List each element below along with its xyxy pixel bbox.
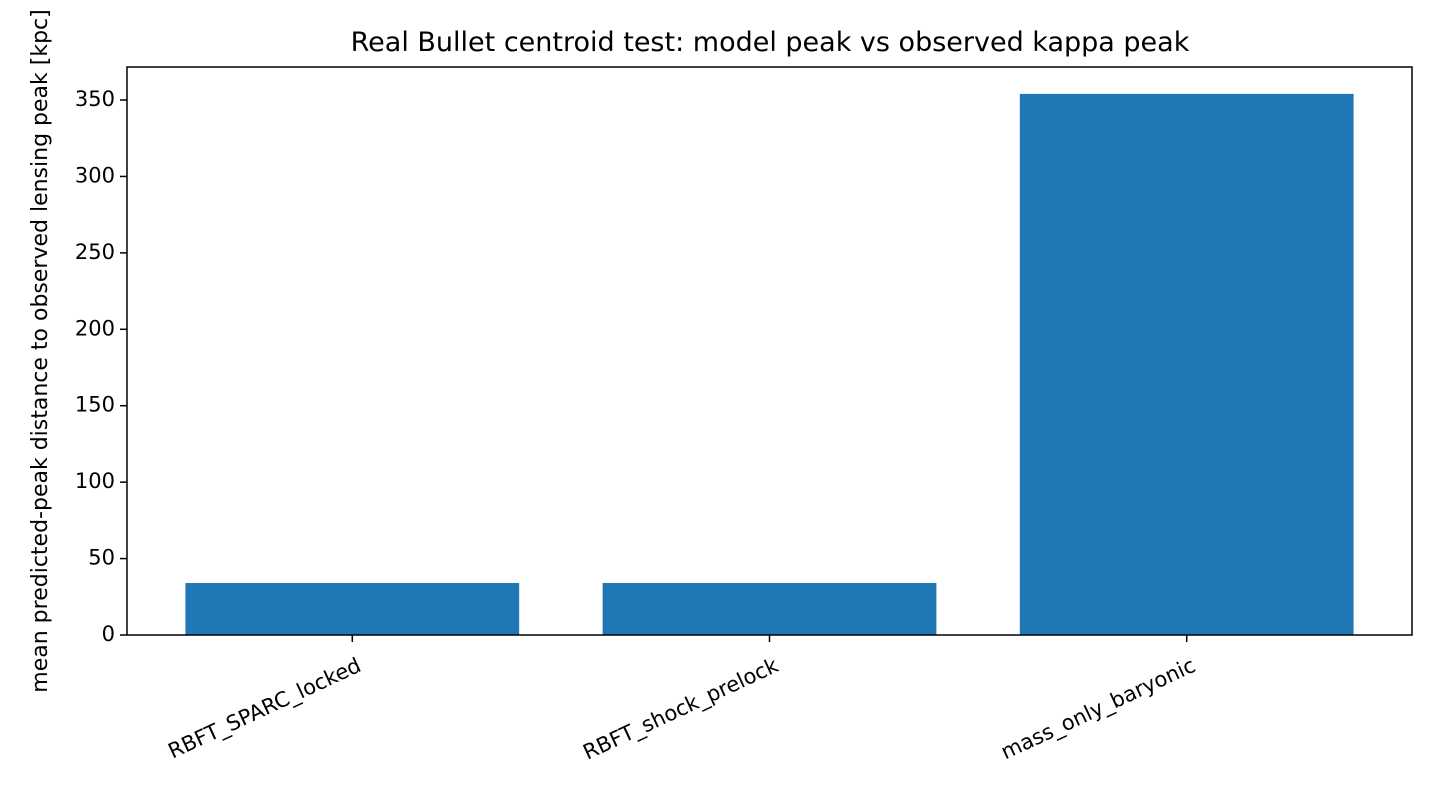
y-tick-label: 150 bbox=[75, 393, 115, 417]
x-tick-label: RBFT_SPARC_locked bbox=[164, 653, 365, 764]
y-tick-label: 250 bbox=[75, 240, 115, 264]
bar bbox=[602, 583, 937, 635]
bar bbox=[185, 583, 520, 635]
x-tick-label: mass_only_baryonic bbox=[997, 653, 1199, 765]
chart-title: Real Bullet centroid test: model peak vs… bbox=[351, 27, 1190, 58]
y-axis-label: mean predicted-peak distance to observed… bbox=[28, 9, 53, 692]
y-tick-label: 350 bbox=[75, 87, 115, 111]
bar bbox=[1019, 93, 1354, 636]
plot-frame bbox=[126, 66, 1413, 636]
x-tick-label: RBFT_shock_prelock bbox=[579, 653, 783, 766]
y-tick-label: 200 bbox=[75, 316, 115, 340]
y-tick-label: 50 bbox=[88, 546, 115, 570]
y-tick-label: 0 bbox=[102, 622, 115, 646]
y-tick-label: 100 bbox=[75, 469, 115, 493]
y-tick-label: 300 bbox=[75, 163, 115, 187]
